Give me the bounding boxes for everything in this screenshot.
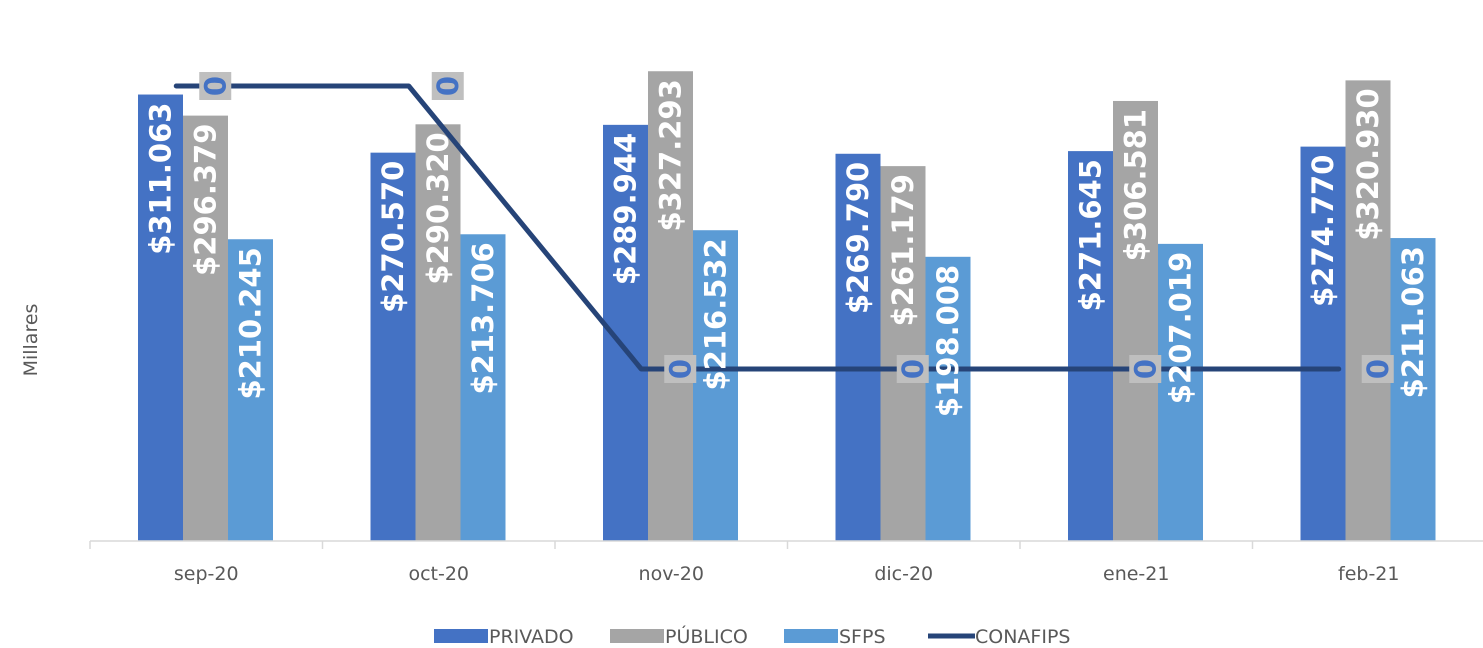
bar-sfps <box>925 256 971 541</box>
line-data-label-box <box>431 72 464 100</box>
bar-data-label: $207.019 <box>1164 252 1198 404</box>
bar-data-label: $296.379 <box>189 124 223 276</box>
bar-data-label: $269.790 <box>841 162 875 314</box>
bar-data-label: $327.293 <box>654 79 688 231</box>
legend-label-p-blico: PÚBLICO <box>665 624 748 648</box>
bar-p-blico <box>648 71 693 541</box>
bar-p-blico <box>415 124 461 541</box>
bar-data-label: $211.063 <box>1396 246 1430 398</box>
legend-label-sfps: SFPS <box>839 626 886 648</box>
bar-data-label: $270.570 <box>376 161 410 313</box>
line-data-label: 0 <box>663 359 697 379</box>
bar-data-label: $213.706 <box>466 242 500 394</box>
bar-privado <box>370 152 416 541</box>
bar-sfps <box>228 239 273 542</box>
y-axis-title: Millares <box>20 304 42 377</box>
legend-label-conafips: CONAFIPS <box>975 626 1070 648</box>
x-tick-label: ene-21 <box>1103 563 1169 585</box>
legend-label-privado: PRIVADO <box>489 626 574 648</box>
bar-data-label: $306.581 <box>1119 109 1153 261</box>
x-tick-label: dic-20 <box>874 563 933 585</box>
x-tick-label: nov-20 <box>639 563 704 585</box>
bar-sfps <box>1158 243 1203 541</box>
bar-data-label: $210.245 <box>234 247 268 399</box>
legend-swatch-sfps <box>784 629 838 643</box>
line-data-label-box <box>664 355 697 383</box>
bar-data-label: $261.179 <box>886 174 920 326</box>
bar-p-blico <box>183 115 228 542</box>
bar-sfps <box>1390 238 1436 542</box>
bar-privado <box>1068 151 1113 541</box>
bar-data-label: $290.320 <box>421 132 455 284</box>
x-tick-label: sep-20 <box>174 563 239 585</box>
line-data-label: 0 <box>1361 359 1395 379</box>
bar-data-label: $274.770 <box>1306 155 1340 307</box>
bar-data-label: $216.532 <box>699 238 733 390</box>
bar-sfps <box>460 234 506 541</box>
legend-swatch-privado <box>434 629 488 643</box>
line-data-label-box <box>199 72 232 100</box>
legend: PRIVADO PÚBLICO SFPS CONAFIPS <box>434 624 1070 648</box>
bar-data-label: $311.063 <box>144 103 178 255</box>
x-tick-label: feb-21 <box>1338 563 1399 585</box>
bar-p-blico <box>1113 100 1158 541</box>
bar-privado <box>1300 146 1346 541</box>
x-tick-label: oct-20 <box>408 563 469 585</box>
axis-layer: sep-20 oct-20 nov-20 dic-20 ene-21 feb-21 <box>89 540 1483 585</box>
line-data-label: 0 <box>198 76 232 96</box>
line-data-label-box <box>1129 355 1162 383</box>
line-data-label: 0 <box>896 359 930 379</box>
bars-layer <box>138 71 1436 542</box>
bar-data-label: $289.944 <box>609 133 643 285</box>
labels-layer: $311.063 $296.379 $210.245 $270.570 $290.320… <box>144 72 1430 417</box>
line-data-label: 0 <box>1128 359 1162 379</box>
line-data-label-box <box>896 355 929 383</box>
bar-p-blico <box>880 166 926 541</box>
legend-swatch-p-blico <box>610 629 664 643</box>
bar-data-label: $198.008 <box>931 265 965 417</box>
line-data-label-box <box>1361 355 1394 383</box>
bar-data-label: $320.930 <box>1351 88 1385 240</box>
bar-privado <box>138 94 183 541</box>
bar-privado <box>835 153 881 541</box>
bar-p-blico <box>1345 80 1391 541</box>
line-data-label: 0 <box>431 76 465 96</box>
bar-sfps <box>693 230 738 541</box>
bar-data-label: $271.645 <box>1074 159 1108 311</box>
